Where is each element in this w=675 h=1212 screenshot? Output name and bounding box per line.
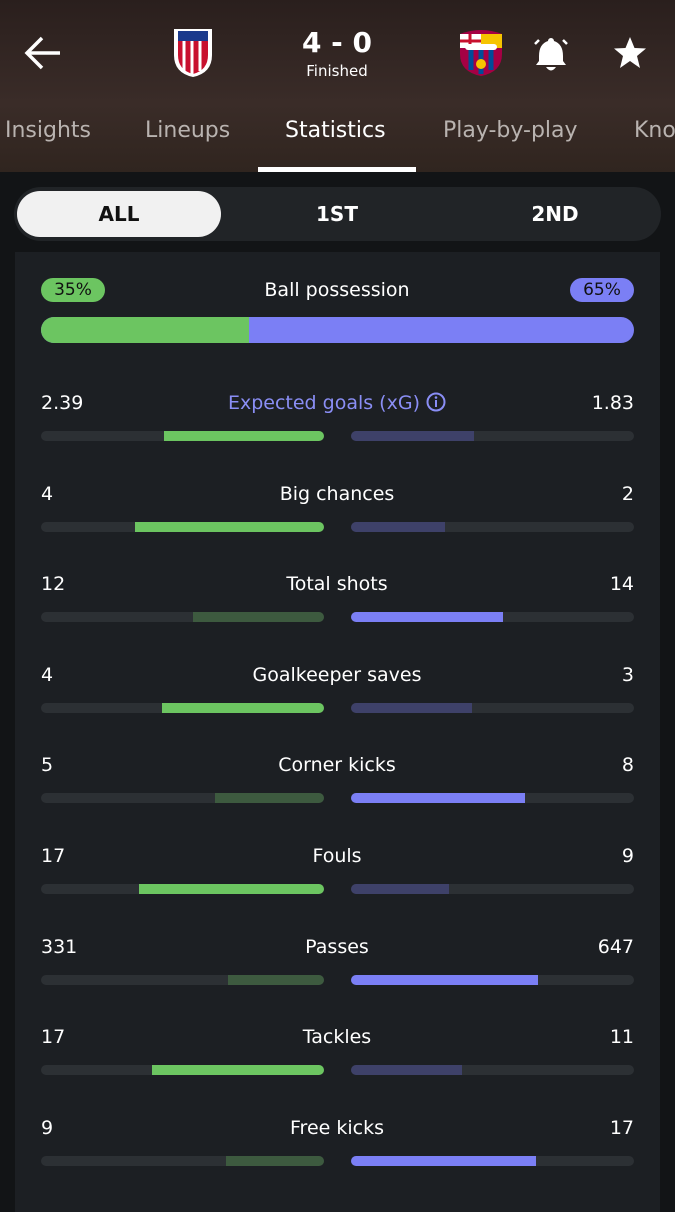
away-value: 9 — [621, 845, 634, 867]
away-track — [351, 702, 634, 713]
period[interactable]: 1ST — [316, 202, 358, 226]
home-track — [41, 702, 324, 713]
away-value: 11 — [609, 1026, 634, 1049]
tab[interactable]: Play-by-play — [443, 118, 578, 143]
away-value: 1.83 — [591, 392, 634, 414]
home-bar — [152, 1065, 324, 1076]
home-value: 2.39 — [41, 392, 84, 414]
away-crest — [460, 30, 502, 76]
stat-label: Expected goals (xG) — [137, 392, 537, 414]
favorite-button[interactable] — [612, 35, 648, 71]
home-bar — [228, 974, 324, 985]
home-crest — [174, 29, 212, 77]
home-track — [41, 612, 324, 623]
home-value: 17 — [41, 845, 66, 867]
back-button[interactable] — [22, 34, 64, 72]
stat-label: Passes — [305, 935, 369, 958]
home-track — [41, 793, 324, 804]
away-bar — [351, 1065, 463, 1076]
home-track — [41, 521, 324, 532]
away-track — [351, 1065, 634, 1076]
stat-label: Corner kicks — [278, 754, 396, 777]
away-possession: 65% — [570, 278, 634, 302]
away-bar — [351, 974, 539, 985]
match-status: Finished — [306, 62, 368, 80]
away-track — [351, 793, 634, 804]
away-value: 8 — [621, 754, 634, 777]
home-possession-fill — [41, 317, 249, 343]
tab[interactable]: Insights — [5, 118, 92, 143]
away-bar — [351, 793, 526, 804]
away-value: 3 — [621, 663, 634, 686]
info-icon[interactable] — [426, 392, 446, 412]
away-value: 2 — [621, 482, 634, 505]
home-value: 4 — [41, 663, 54, 686]
tab[interactable]: Kno — [634, 118, 675, 143]
score: 4 - 0 — [301, 26, 373, 59]
header: 4 - 0 Finished Insights Lineups Statisti… — [0, 0, 675, 172]
stat-label: Big chances — [279, 482, 395, 505]
away-bar — [351, 431, 474, 441]
home-bar — [162, 702, 324, 713]
away-bar — [351, 702, 473, 713]
home-value: 5 — [41, 754, 54, 777]
period[interactable]: 2ND — [531, 202, 579, 226]
away-bar — [351, 1155, 537, 1166]
stat-label: Fouls — [312, 845, 362, 867]
home-bar — [163, 431, 324, 441]
home-track — [41, 1065, 324, 1076]
away-bar — [351, 521, 446, 532]
home-possession: 35% — [41, 278, 105, 302]
home-track — [41, 884, 324, 894]
away-track — [351, 521, 634, 532]
home-track — [41, 431, 324, 441]
away-track — [351, 974, 634, 985]
home-value: 9 — [41, 1116, 54, 1139]
away-track — [351, 612, 634, 623]
away-track — [351, 431, 634, 441]
away-bar — [351, 884, 449, 894]
stat-label: Free kicks — [290, 1116, 384, 1139]
home-bar — [193, 612, 324, 623]
stat-label: Tackles — [302, 1026, 372, 1049]
home-value: 17 — [41, 1026, 66, 1049]
stat-label: Ball possession — [264, 279, 410, 301]
away-track — [351, 884, 634, 894]
home-bar — [215, 793, 324, 804]
stats-card — [15, 252, 660, 1212]
tab[interactable]: Statistics — [285, 118, 386, 143]
away-value: 647 — [597, 935, 634, 958]
home-track — [41, 974, 324, 985]
tab-indicator — [258, 167, 416, 172]
home-value: 331 — [41, 935, 78, 958]
away-track — [351, 1155, 634, 1166]
possession-bar — [41, 317, 634, 343]
away-value: 14 — [609, 573, 634, 596]
stat-label: Goalkeeper saves — [252, 663, 422, 686]
away-bar — [351, 612, 504, 623]
away-value: 17 — [609, 1116, 634, 1139]
home-track — [41, 1155, 324, 1166]
home-value: 12 — [41, 573, 66, 596]
home-bar — [135, 521, 324, 532]
notify-button[interactable] — [532, 34, 570, 72]
home-value: 4 — [41, 482, 54, 505]
home-bar — [138, 884, 324, 894]
home-bar — [226, 1155, 324, 1166]
tab[interactable]: Lineups — [145, 118, 231, 143]
stat-label: Total shots — [286, 573, 388, 596]
period[interactable]: ALL — [17, 191, 221, 237]
